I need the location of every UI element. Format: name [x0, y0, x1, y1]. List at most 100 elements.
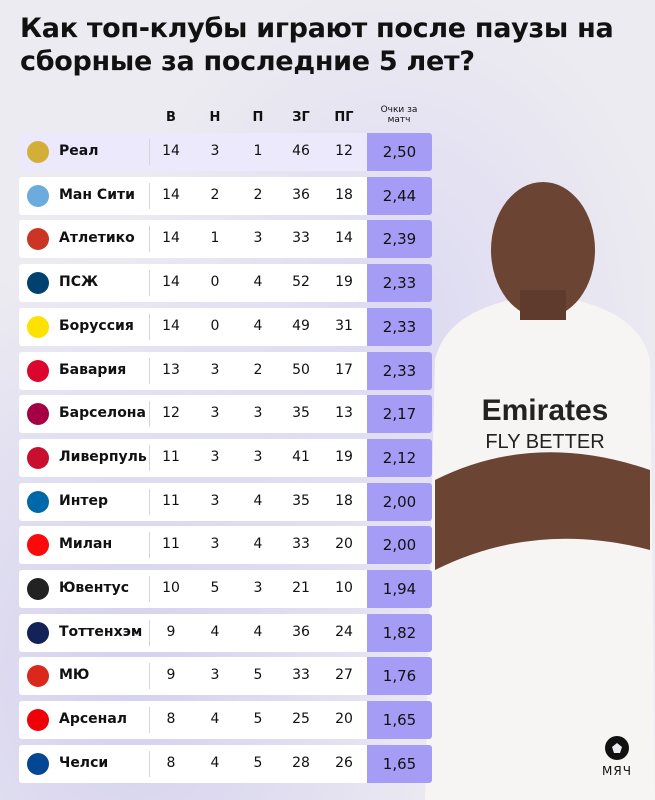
divider: [149, 619, 150, 646]
team-name: МЮ: [59, 667, 90, 684]
column-header: ЗГ: [292, 110, 310, 125]
cell-zg: 52: [292, 274, 310, 291]
cell-n: 3: [210, 361, 220, 378]
table-row: Боруссия 14 0 4 49 31 2,33: [19, 307, 432, 346]
points-per-match: 2,33: [367, 351, 432, 390]
cell-v: 11: [162, 536, 180, 553]
atletico-crest-icon: [27, 228, 49, 251]
liverpool-crest-icon: [27, 446, 49, 469]
cell-v: 14: [162, 317, 180, 334]
cell-pg: 20: [335, 711, 353, 728]
points-per-match: 2,17: [367, 395, 432, 434]
cell-p: 5: [253, 754, 263, 771]
divider: [149, 182, 150, 209]
points-per-match: 2,00: [367, 482, 432, 521]
cell-zg: 36: [292, 623, 310, 640]
table-row: Интер 11 3 4 35 18 2,00: [19, 482, 432, 521]
cell-zg: 28: [292, 754, 310, 771]
tottenham-crest-icon: [27, 621, 49, 644]
table-row: Ювентус 10 5 3 21 10 1,94: [19, 570, 432, 608]
points-per-match: 1,65: [367, 744, 432, 783]
cell-pg: 17: [335, 361, 353, 378]
cell-v: 9: [166, 623, 176, 640]
page-title: Как топ-клубы играют после паузы на сбор…: [20, 13, 614, 77]
column-header: Н: [209, 110, 221, 125]
cell-n: 3: [210, 536, 220, 553]
cell-p: 5: [253, 667, 263, 684]
cell-p: 3: [253, 580, 263, 596]
table-row: Челси 8 4 5 28 26 1,65: [19, 744, 432, 783]
cell-v: 14: [162, 143, 180, 159]
cell-p: 3: [253, 230, 263, 247]
points-per-match: 1,65: [367, 701, 432, 740]
cell-v: 14: [162, 274, 180, 291]
cell-pg: 13: [335, 405, 353, 422]
divider: [149, 401, 150, 428]
cell-p: 3: [253, 405, 263, 422]
points-per-match: 1,76: [367, 657, 432, 696]
table-row: Ман Сити 14 2 2 36 18 2,44: [19, 176, 432, 215]
divider: [149, 707, 150, 734]
table-row: Тоттенхэм 9 4 4 36 24 1,82: [19, 613, 432, 652]
inter-crest-icon: [27, 490, 49, 513]
cell-pg: 19: [335, 448, 353, 465]
column-header: В: [166, 110, 176, 125]
borussia-crest-icon: [27, 315, 49, 338]
brand-name: МЯЧ: [602, 764, 632, 778]
divider: [149, 576, 150, 602]
cell-pg: 20: [335, 536, 353, 553]
cell-v: 9: [166, 667, 176, 684]
milan-crest-icon: [27, 534, 49, 557]
divider: [149, 750, 150, 777]
cell-zg: 46: [292, 143, 310, 159]
cell-zg: 21: [292, 580, 310, 596]
column-header: ПГ: [334, 110, 354, 125]
man-united-crest-icon: [27, 665, 49, 688]
divider: [149, 313, 150, 340]
table-row: Милан 11 3 4 33 20 2,00: [19, 526, 432, 565]
table-row: Ливерпуль 11 3 3 41 19 2,12: [19, 438, 432, 477]
cell-p: 4: [253, 536, 263, 553]
cell-zg: 33: [292, 536, 310, 553]
team-name: Арсенал: [59, 711, 128, 728]
divider: [149, 444, 150, 471]
team-name: ПСЖ: [59, 274, 99, 291]
cell-zg: 50: [292, 361, 310, 378]
points-per-match: 2,33: [367, 264, 432, 303]
cell-p: 4: [253, 274, 263, 291]
ball-icon: [605, 736, 629, 760]
team-name: Тоттенхэм: [59, 623, 143, 640]
cell-n: 4: [210, 711, 220, 728]
cell-n: 0: [210, 317, 220, 334]
cell-n: 3: [210, 405, 220, 422]
cell-pg: 18: [335, 186, 353, 203]
team-name: Реал: [59, 143, 99, 159]
divider: [149, 357, 150, 384]
bayern-crest-icon: [27, 359, 49, 382]
cell-n: 1: [210, 230, 220, 247]
cell-n: 4: [210, 623, 220, 640]
table-row: Барселона 12 3 3 35 13 2,17: [19, 395, 432, 434]
cell-v: 10: [162, 580, 180, 596]
cell-p: 5: [253, 711, 263, 728]
cell-p: 4: [253, 623, 263, 640]
cell-p: 1: [253, 143, 263, 159]
cell-pg: 19: [335, 274, 353, 291]
cell-pg: 18: [335, 492, 353, 509]
column-header: П: [252, 110, 264, 125]
divider: [149, 532, 150, 559]
table-row: МЮ 9 3 5 33 27 1,76: [19, 657, 432, 696]
divider: [149, 226, 150, 253]
table-row: ПСЖ 14 0 4 52 19 2,33: [19, 264, 432, 303]
cell-zg: 33: [292, 667, 310, 684]
juventus-crest-icon: [27, 578, 49, 600]
cell-n: 3: [210, 448, 220, 465]
cell-v: 12: [162, 405, 180, 422]
table-row: Бавария 13 3 2 50 17 2,33: [19, 351, 432, 390]
cell-n: 0: [210, 274, 220, 291]
svg-text:Emirates: Emirates: [482, 394, 609, 427]
cell-zg: 35: [292, 405, 310, 422]
cell-pg: 26: [335, 754, 353, 771]
cell-p: 4: [253, 317, 263, 334]
points-per-match: 1,82: [367, 613, 432, 652]
